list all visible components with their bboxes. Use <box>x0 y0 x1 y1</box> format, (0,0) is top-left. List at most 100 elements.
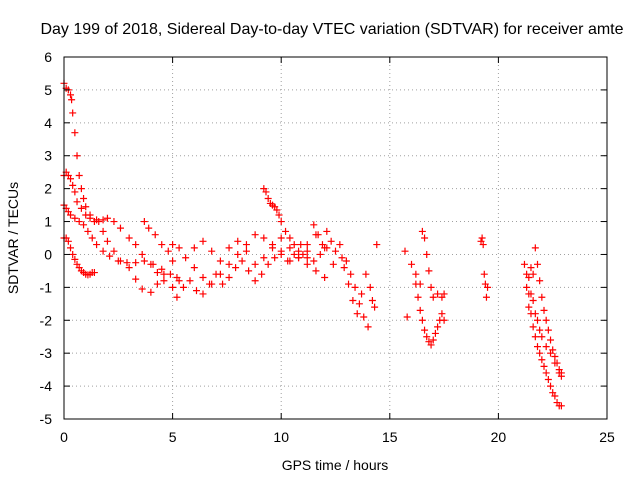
data-point <box>158 265 166 273</box>
data-point <box>303 241 311 249</box>
data-point <box>93 241 101 249</box>
data-point <box>557 402 565 410</box>
data-point <box>340 264 348 272</box>
data-point <box>84 227 92 235</box>
data-point <box>82 203 90 211</box>
data-point <box>316 250 324 258</box>
data-point <box>132 259 140 267</box>
data-point <box>67 244 75 252</box>
data-point <box>232 264 240 272</box>
data-point <box>403 313 411 321</box>
data-point <box>314 231 322 239</box>
data-point <box>99 247 107 255</box>
data-point <box>190 264 198 272</box>
data-point <box>480 270 488 278</box>
data-point <box>186 277 194 285</box>
y-tick-label: 0 <box>44 246 52 262</box>
data-point <box>158 241 166 249</box>
series-track-f <box>173 241 331 301</box>
data-point <box>234 250 242 258</box>
data-point <box>140 257 148 265</box>
data-point <box>69 181 77 189</box>
data-point <box>336 241 344 249</box>
data-point <box>440 290 448 298</box>
data-point <box>238 257 246 265</box>
data-point <box>531 310 539 318</box>
data-point <box>251 231 259 239</box>
data-point <box>95 218 103 226</box>
data-point <box>310 221 318 229</box>
data-point <box>401 247 409 255</box>
data-point <box>282 227 290 235</box>
data-point <box>538 293 546 301</box>
data-point <box>277 234 285 242</box>
data-point <box>258 270 266 278</box>
data-point <box>140 218 148 226</box>
x-tick-label: 25 <box>599 429 615 445</box>
data-point <box>192 287 200 295</box>
y-tick-label: 5 <box>44 82 52 98</box>
data-point <box>318 241 326 249</box>
data-point <box>542 369 550 377</box>
data-point <box>251 277 259 285</box>
data-point <box>542 316 550 324</box>
data-point <box>418 316 426 324</box>
data-point <box>523 283 531 291</box>
data-point <box>173 273 181 281</box>
data-point <box>425 267 433 275</box>
data-point <box>295 254 303 262</box>
data-point <box>297 241 305 249</box>
data-point <box>206 280 214 288</box>
data-point <box>132 275 140 283</box>
data-point <box>149 260 157 268</box>
data-points <box>60 79 565 410</box>
data-point <box>71 214 79 222</box>
data-point <box>351 283 359 291</box>
data-point <box>99 216 107 224</box>
data-point <box>373 241 381 249</box>
data-point <box>153 280 161 288</box>
x-tick-label: 20 <box>491 429 507 445</box>
data-point <box>69 109 77 117</box>
data-point <box>429 336 437 344</box>
data-point <box>234 237 242 245</box>
data-point <box>67 175 75 183</box>
data-point <box>260 254 268 262</box>
data-point <box>482 293 490 301</box>
data-point <box>273 206 281 214</box>
data-point <box>527 290 535 298</box>
data-point <box>182 254 190 262</box>
data-point <box>353 310 361 318</box>
data-point <box>88 234 96 242</box>
data-point <box>242 247 250 255</box>
y-tick-label: 4 <box>44 115 52 131</box>
data-point <box>416 306 424 314</box>
data-point <box>536 349 544 357</box>
data-point <box>520 260 528 268</box>
data-point <box>423 333 431 341</box>
data-point <box>71 188 79 196</box>
data-point <box>427 283 435 291</box>
data-point <box>295 247 303 255</box>
data-point <box>242 241 250 249</box>
data-point <box>290 241 298 249</box>
data-point <box>362 270 370 278</box>
y-tick-label: -5 <box>40 411 53 427</box>
data-point <box>531 244 539 252</box>
data-point <box>321 273 329 281</box>
data-point <box>175 244 183 252</box>
data-point <box>166 270 174 278</box>
data-point <box>264 260 272 268</box>
data-point <box>525 303 533 311</box>
data-point <box>138 285 146 293</box>
data-point <box>349 297 357 305</box>
data-point <box>533 343 541 351</box>
data-point <box>169 283 177 291</box>
chart-title: Day 199 of 2018, Sidereal Day-to-day VTE… <box>40 21 623 38</box>
data-point <box>173 293 181 301</box>
data-point <box>286 244 294 252</box>
data-point <box>329 260 337 268</box>
data-point <box>64 237 72 245</box>
data-point <box>312 267 320 275</box>
